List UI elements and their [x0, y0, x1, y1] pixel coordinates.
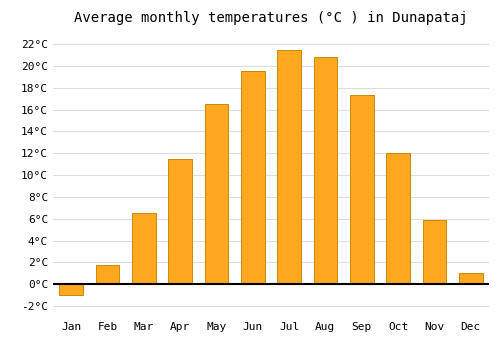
Bar: [278, 50, 301, 284]
Title: Average monthly temperatures (°C ) in Dunapataj: Average monthly temperatures (°C ) in Du…: [74, 11, 468, 25]
Bar: [241, 71, 264, 284]
Bar: [60, 284, 83, 295]
Bar: [422, 220, 446, 284]
Bar: [168, 159, 192, 284]
Bar: [314, 57, 337, 284]
Bar: [132, 214, 156, 284]
Bar: [96, 265, 120, 284]
Bar: [386, 153, 410, 284]
Bar: [204, 104, 228, 284]
Bar: [350, 96, 374, 284]
Bar: [459, 273, 482, 284]
